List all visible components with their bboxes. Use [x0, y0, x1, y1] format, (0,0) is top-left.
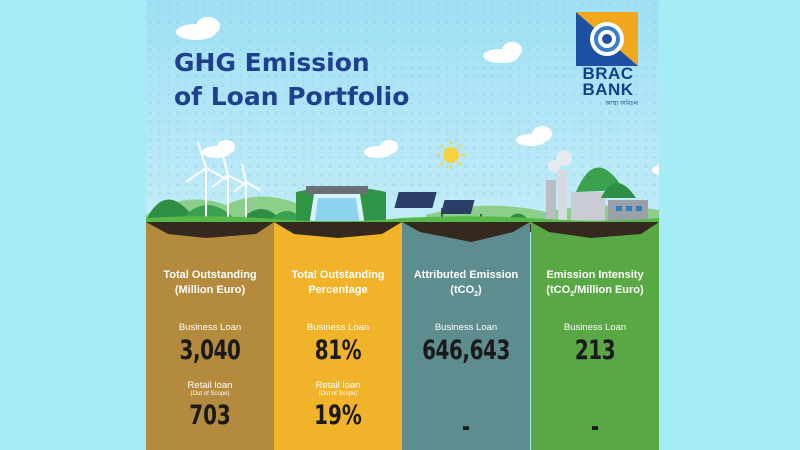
panel-4-header-line-2: (tCO: [546, 284, 571, 296]
panel-3-header-subscript: 2: [474, 291, 479, 299]
factory-icon: [546, 150, 648, 224]
panel-1-business-label: Business Loan: [178, 322, 242, 333]
panel-total-outstanding: Total Outstanding (Million Euro) Busines…: [146, 222, 274, 450]
wind-turbine-icon: [185, 141, 261, 220]
page-title: GHG Emission of Loan Portfolio: [174, 46, 409, 114]
title-line-2: of Loan Portfolio: [174, 82, 410, 111]
panel-1-retail-value: 703: [189, 400, 231, 431]
panel-1-retail-note: (Out of Scope): [190, 391, 230, 397]
panel-2-business-label: Business Loan: [306, 322, 370, 333]
panel-3-business-value: 646,643: [422, 335, 510, 366]
panel-total-outstanding-percentage: Total Outstanding Percentage Business Lo…: [274, 222, 402, 450]
panel-1-retail-label: Retail loan: [187, 380, 233, 391]
hydro-dam-icon: [296, 186, 386, 238]
panel-4-header-line-1: Emission Intensity: [546, 269, 644, 281]
panel-1-header-line-2: (Million Euro): [174, 284, 246, 296]
panel-4-business-label: Business Loan: [563, 322, 627, 333]
title-line-1: GHG Emission: [174, 48, 370, 77]
logo-tagline: আস্থা অবিচল: [605, 100, 638, 107]
panel-2-retail-value: 19%: [314, 400, 362, 431]
poster: GHG Emission of Loan Portfolio BRAC BANK…: [146, 0, 659, 450]
sky-background: [146, 0, 659, 232]
panel-2-retail-note: (Out of Scope): [318, 391, 358, 397]
brac-bank-logo: BRAC BANK আস্থা অবিচল: [572, 12, 644, 109]
panel-2-business-value: 81%: [314, 335, 362, 366]
panel-4-header-subscript: 2: [570, 291, 575, 299]
clouds-decoration: [176, 17, 659, 176]
panel-attributed-emission: Attributed Emission (tCO2) Business Loan…: [402, 222, 530, 450]
panel-emission-intensity: Emission Intensity (tCO2/Million Euro) B…: [531, 222, 659, 450]
panel-4-header-tail: /Million Euro): [574, 284, 644, 296]
logo-text-bank: BANK: [582, 80, 634, 99]
panel-2-retail-label: Retail loan: [315, 380, 361, 391]
panel-1-business-value: 3,040: [179, 335, 241, 366]
sun-icon: [437, 141, 465, 169]
panel-3-business-label: Business Loan: [434, 322, 498, 333]
panel-2-header-line-1: Total Outstanding: [291, 269, 385, 281]
panel-3-retail-value: -: [461, 412, 471, 443]
panel-3-header-line-1: Attributed Emission: [413, 269, 519, 281]
logo-text-brac: BRAC: [582, 64, 634, 83]
panel-3-header-line-2: (tCO: [450, 284, 475, 296]
panel-1-header-line-1: Total Outstanding: [163, 269, 257, 281]
panel-3-header-tail: ): [478, 284, 482, 296]
panel-4-business-value: 213: [574, 335, 616, 366]
brac-bank-logo-mark: [576, 12, 638, 66]
panel-4-retail-value: -: [590, 412, 600, 443]
panel-2-header-line-2: Percentage: [308, 284, 368, 296]
